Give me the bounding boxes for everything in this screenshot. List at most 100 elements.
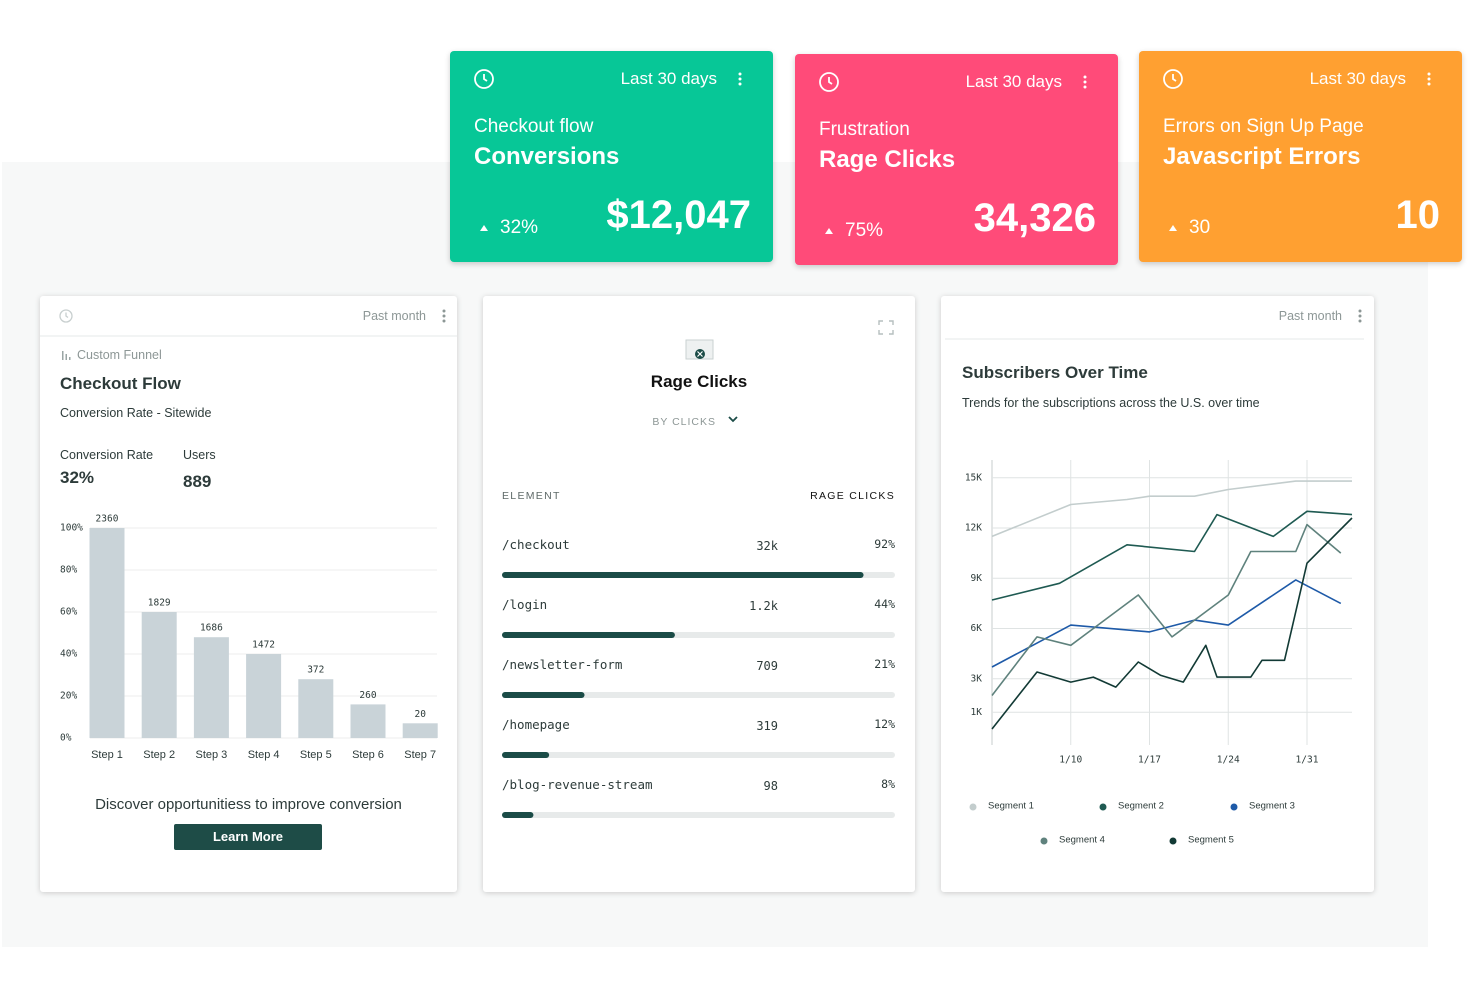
legend-label: Segment 4 (1059, 835, 1105, 846)
bar-track (502, 812, 895, 818)
line-series (991, 517, 1353, 730)
x-tick-label: Step 7 (404, 749, 436, 761)
element-name: /checkout (502, 537, 570, 552)
menu-dot (738, 77, 742, 81)
menu-dot (1427, 77, 1431, 81)
bar (246, 654, 282, 738)
x-tick-label: Step 6 (352, 749, 384, 761)
menu-dot (1083, 75, 1087, 79)
panel-subtitle: Conversion Rate - Sitewide (60, 406, 212, 420)
x-tick-label: Step 5 (300, 749, 332, 761)
x-tick-label: Step 2 (143, 749, 175, 761)
clock-hands (1172, 74, 1177, 82)
legend-swatch (1230, 803, 1238, 811)
line-series (991, 523, 1342, 696)
menu-icon[interactable] (1427, 72, 1431, 86)
bar-track (502, 692, 895, 698)
clock-face (474, 69, 494, 89)
bar (193, 637, 229, 738)
card-subtitle: Errors on Sign Up Page (1163, 116, 1364, 137)
click-count: 319 (756, 719, 778, 733)
count-label: 1829 (148, 598, 171, 609)
clock-icon (59, 309, 73, 323)
y-tick-label: 40% (60, 649, 77, 660)
click-count: 98 (763, 779, 778, 793)
element-name: /login (502, 597, 548, 612)
count-label: 1686 (200, 623, 223, 634)
kpi-card: Last 30 days Checkout flow Conversions 32% $… (450, 51, 773, 262)
y-tick-label: 6K (971, 623, 983, 634)
line-series (991, 510, 1353, 601)
bar (502, 632, 675, 638)
share-label: 8% (881, 777, 895, 791)
x-tick-label: 1/10 (1059, 755, 1082, 766)
rage-icon (685, 339, 714, 360)
clock-icon (1163, 69, 1183, 89)
y-tick-label: 3K (971, 673, 983, 684)
card-icons (474, 69, 742, 231)
dropdown-chevron[interactable] (728, 416, 738, 423)
y-tick-label: 0% (60, 733, 72, 744)
x-tick-label: Step 4 (248, 749, 280, 761)
card-value: $12,047 (606, 193, 751, 237)
clock-face (1163, 69, 1183, 89)
sort-dropdown[interactable]: BY CLICKS (652, 416, 716, 428)
card-change: 30 (1189, 217, 1211, 238)
element-name: /homepage (502, 717, 570, 732)
bar (89, 528, 125, 738)
card-icons (1163, 69, 1431, 231)
clock-icon (474, 69, 494, 89)
menu-icon[interactable] (738, 72, 742, 86)
trend-arrow (825, 228, 833, 234)
y-tick-label: 9K (971, 573, 983, 584)
panel-title: Checkout Flow (60, 374, 181, 393)
card-subtitle: Frustration (819, 119, 910, 140)
y-tick-label: 12K (965, 523, 982, 534)
legend-label: Segment 3 (1249, 801, 1295, 812)
menu-icon[interactable] (1083, 75, 1087, 89)
panel-kicker: Custom Funnel (77, 348, 162, 362)
stat-value: 32% (60, 468, 95, 487)
bar (402, 723, 438, 738)
card-title: Rage Clicks (819, 146, 956, 173)
rage-panel (483, 296, 915, 892)
clock-hands (828, 77, 833, 85)
legend-swatch (1169, 837, 1177, 845)
bar (141, 612, 177, 738)
click-count: 32k (756, 539, 778, 553)
trend-arrow (480, 225, 488, 231)
card-subtitle: Checkout flow (474, 116, 594, 137)
bar (298, 679, 334, 738)
card-title: Conversions (474, 143, 620, 170)
menu-dot (442, 314, 446, 318)
bar-track (502, 752, 895, 758)
count-label: 260 (359, 690, 376, 701)
panel-period: Past month (1278, 309, 1342, 323)
menu-dot (738, 72, 742, 76)
menu-dot (1358, 319, 1362, 323)
menu-icon[interactable] (1358, 309, 1362, 323)
panel-footer: Discover opportunitiess to improve conve… (95, 796, 402, 813)
menu-dot (738, 82, 742, 86)
bar (502, 572, 864, 578)
card-period: Last 30 days (620, 69, 717, 88)
count-label: 20 (414, 709, 426, 720)
learn-more-button[interactable]: Learn More (174, 824, 322, 850)
x-tick-label: Step 1 (91, 749, 123, 761)
card-period: Last 30 days (965, 72, 1062, 91)
expand-icon[interactable] (878, 320, 894, 335)
line-series (991, 579, 1342, 668)
legend-label: Segment 2 (1118, 801, 1164, 812)
menu-dot (1083, 85, 1087, 89)
funnel-icon (62, 351, 71, 360)
count-label: 372 (307, 665, 324, 676)
menu-dot (1358, 309, 1362, 313)
line-series (991, 480, 1352, 538)
column-header: ELEMENT (502, 490, 561, 502)
legend-label: Segment 1 (988, 801, 1034, 812)
stat-value: 889 (183, 472, 212, 491)
card-icons (819, 72, 1087, 234)
menu-icon[interactable] (442, 309, 446, 323)
y-tick-label: 100% (60, 523, 83, 534)
